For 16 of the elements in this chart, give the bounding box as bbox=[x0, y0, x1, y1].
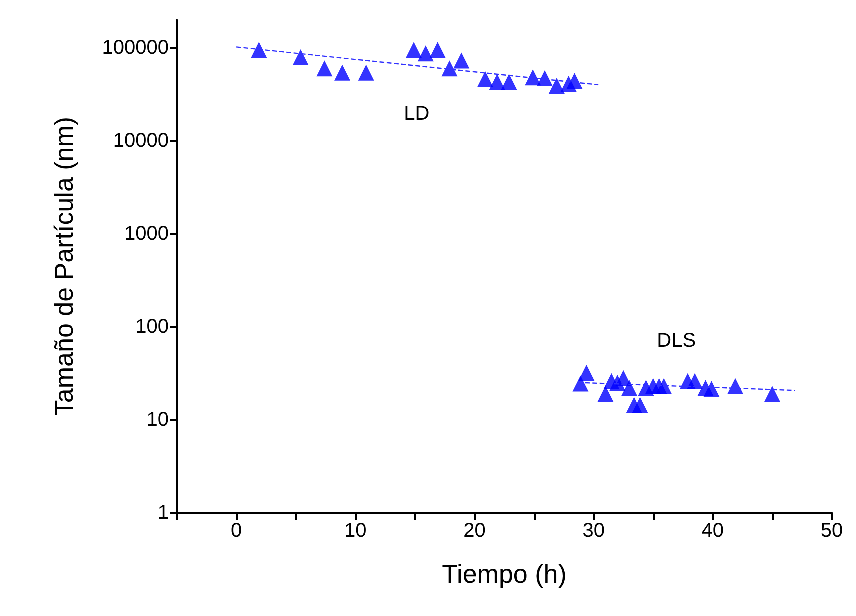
x-tick-label: 10 bbox=[344, 520, 367, 542]
y-tick-label: 100000 bbox=[102, 36, 169, 59]
y-tick-label: 10 bbox=[146, 409, 169, 431]
y-tick-label: 1 bbox=[158, 502, 169, 524]
y-tick-label: 10000 bbox=[113, 130, 169, 152]
y-axis-title: Tamaño de Partícula (nm) bbox=[49, 116, 79, 416]
x-tick-label: 0 bbox=[230, 520, 242, 542]
series-label: DLS bbox=[657, 330, 696, 352]
y-tick-label: 1000 bbox=[124, 223, 169, 245]
x-tick-label: 30 bbox=[582, 520, 605, 542]
y-tick-label: 100 bbox=[136, 316, 169, 338]
x-axis-title: Tiempo (h) bbox=[442, 559, 567, 589]
x-tick-label: 20 bbox=[464, 520, 486, 542]
x-tick-label: 50 bbox=[820, 520, 844, 542]
x-tick-label: 40 bbox=[702, 520, 724, 542]
series-label: LD bbox=[404, 103, 430, 126]
